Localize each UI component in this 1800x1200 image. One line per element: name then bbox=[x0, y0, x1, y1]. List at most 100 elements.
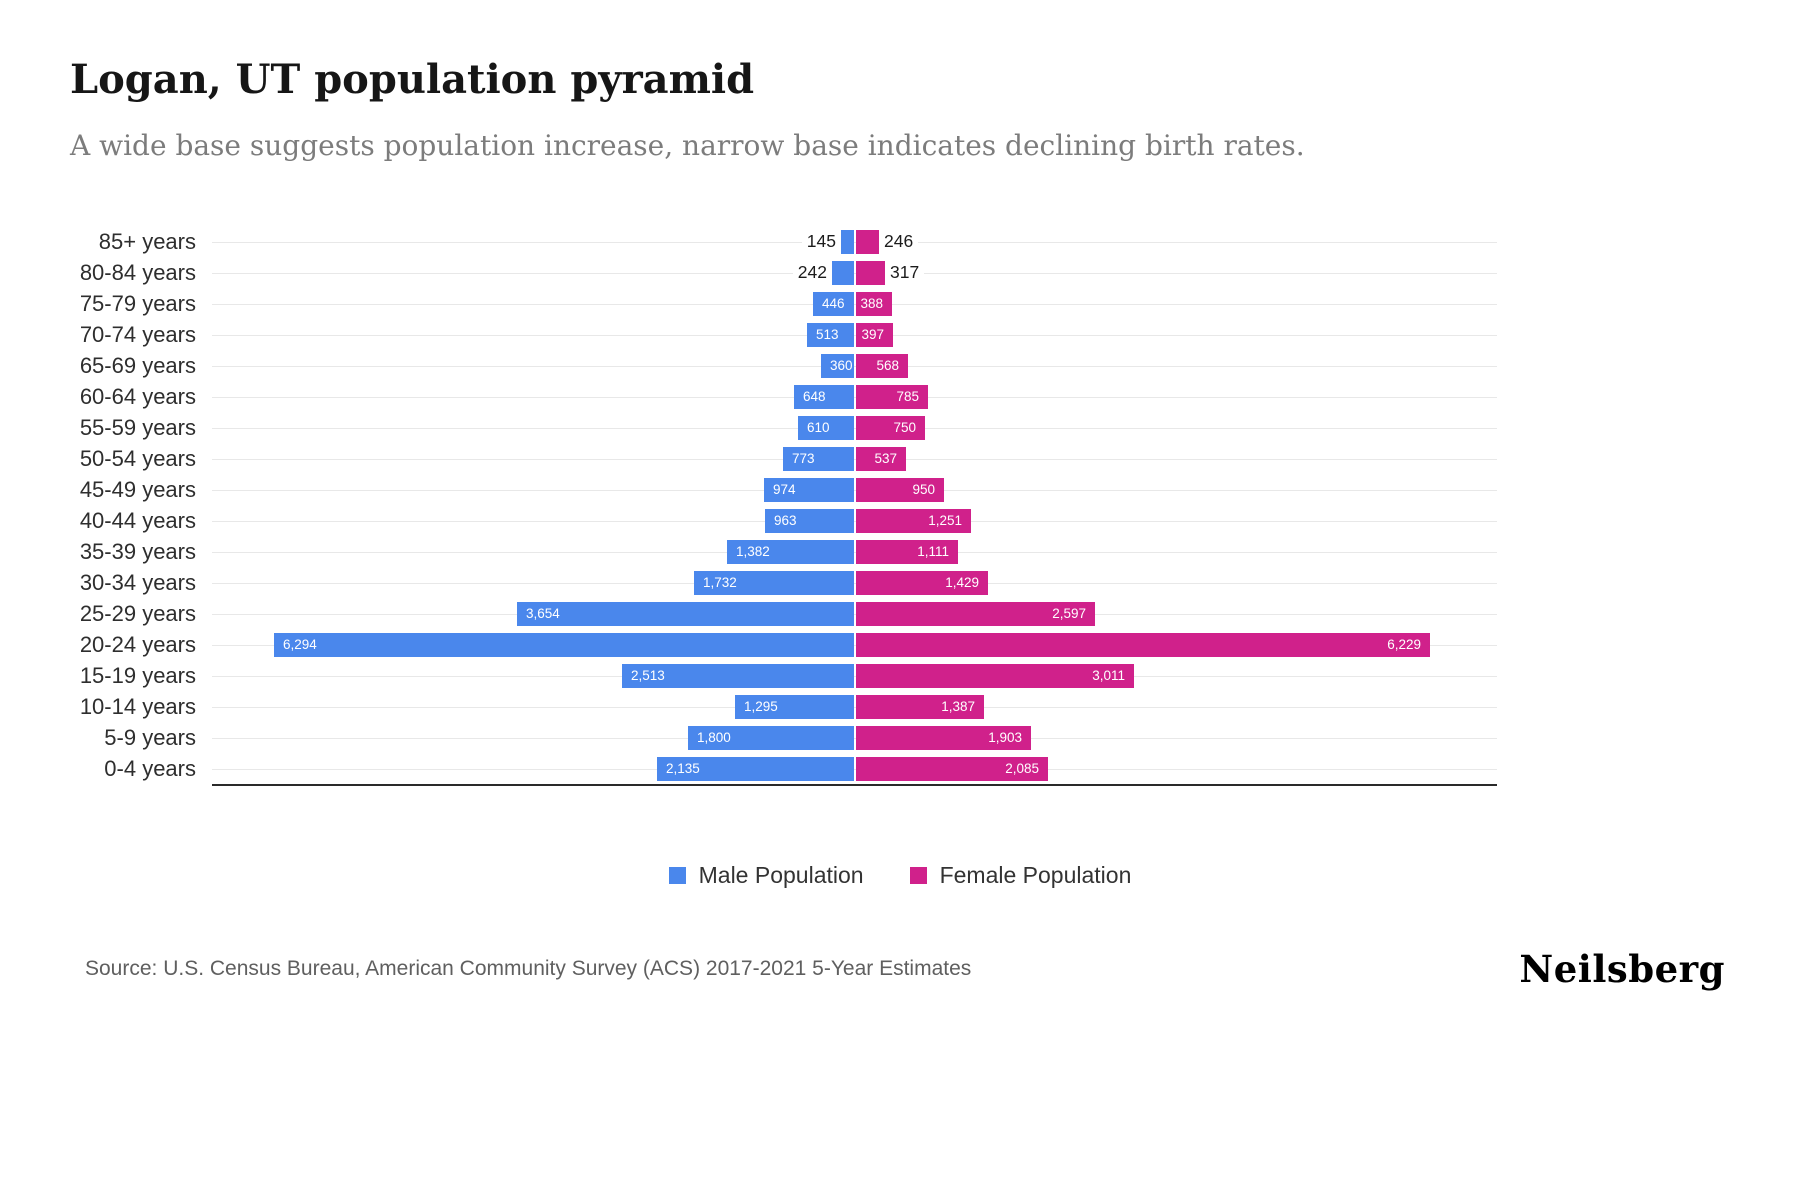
male-half: 1,800 bbox=[212, 722, 855, 753]
gridline bbox=[212, 489, 1497, 491]
female-value-label: 950 bbox=[912, 482, 935, 497]
footer: Source: U.S. Census Bureau, American Com… bbox=[85, 947, 1725, 991]
male-bar: 974 bbox=[764, 477, 854, 502]
pyramid-row: 80-84 years 242 317 bbox=[70, 257, 1497, 288]
female-bar: 537 bbox=[856, 446, 906, 471]
age-group-label: 30-34 years bbox=[79, 569, 196, 595]
male-value-label: 145 bbox=[801, 229, 841, 254]
male-value-label: 610 bbox=[807, 420, 830, 435]
pyramid-row: 10-14 years 1,295 1,387 bbox=[70, 691, 1497, 722]
male-half: 963 bbox=[212, 505, 855, 536]
gridline bbox=[212, 272, 1497, 274]
female-half: 388 bbox=[855, 288, 1497, 319]
plot-row: 1,295 1,387 bbox=[212, 691, 1497, 722]
female-value-label: 1,429 bbox=[945, 575, 979, 590]
male-value-label: 242 bbox=[792, 260, 832, 285]
plot-row: 242 317 bbox=[212, 257, 1497, 288]
age-group-label: 35-39 years bbox=[79, 538, 196, 564]
male-bar: 1,382 bbox=[727, 539, 854, 564]
plot-row: 3,654 2,597 bbox=[212, 598, 1497, 629]
male-bar bbox=[841, 229, 854, 254]
female-value-label: 3,011 bbox=[1092, 668, 1125, 683]
plot-row: 974 950 bbox=[212, 474, 1497, 505]
female-bar: 1,387 bbox=[856, 694, 984, 719]
plot-row: 963 1,251 bbox=[212, 505, 1497, 536]
male-value-label: 648 bbox=[803, 389, 826, 404]
pyramid-row: 20-24 years 6,294 6,229 bbox=[70, 629, 1497, 660]
female-bar: 1,429 bbox=[856, 570, 988, 595]
plot-row: 1,382 1,111 bbox=[212, 536, 1497, 567]
female-value-label: 1,111 bbox=[917, 544, 949, 559]
male-value-label: 963 bbox=[774, 513, 797, 528]
chart-subtitle: A wide base suggests population increase… bbox=[70, 129, 1305, 162]
female-half: 6,229 bbox=[855, 629, 1497, 660]
gridline bbox=[212, 365, 1497, 367]
male-value-label: 2,135 bbox=[666, 761, 700, 776]
pyramid-row: 45-49 years 974 950 bbox=[70, 474, 1497, 505]
age-group-label: 45-49 years bbox=[79, 476, 196, 502]
male-value-label: 446 bbox=[822, 296, 845, 311]
pyramid-row: 40-44 years 963 1,251 bbox=[70, 505, 1497, 536]
age-group-label: 85+ years bbox=[98, 228, 196, 254]
neilsberg-logo: Neilsberg bbox=[1519, 947, 1725, 991]
female-bar: 785 bbox=[856, 384, 928, 409]
gridline bbox=[212, 303, 1497, 305]
population-pyramid-chart: 85+ years 145 246 80-84 years 242 317 75-79 ye… bbox=[70, 226, 1497, 786]
female-bar bbox=[856, 260, 885, 285]
female-bar: 1,111 bbox=[856, 539, 958, 564]
female-value-label: 785 bbox=[896, 389, 919, 404]
female-value-label: 568 bbox=[876, 358, 899, 373]
pyramid-row: 55-59 years 610 750 bbox=[70, 412, 1497, 443]
female-value-label: 750 bbox=[893, 420, 916, 435]
male-half: 974 bbox=[212, 474, 855, 505]
gridline bbox=[212, 520, 1497, 522]
age-group-label: 25-29 years bbox=[79, 600, 196, 626]
female-value-label: 2,085 bbox=[1005, 761, 1039, 776]
plot-row: 360 568 bbox=[212, 350, 1497, 381]
female-value-label: 397 bbox=[861, 327, 884, 342]
pyramid-row: 70-74 years 513 397 bbox=[70, 319, 1497, 350]
female-half: 1,387 bbox=[855, 691, 1497, 722]
male-value-label: 1,295 bbox=[744, 699, 778, 714]
female-legend-label: Female Population bbox=[939, 862, 1132, 888]
male-bar: 513 bbox=[807, 322, 854, 347]
plot-row: 1,732 1,429 bbox=[212, 567, 1497, 598]
female-half: 1,251 bbox=[855, 505, 1497, 536]
gridline bbox=[212, 644, 1497, 646]
pyramid-rows: 85+ years 145 246 80-84 years 242 317 75-79 ye… bbox=[70, 226, 1497, 784]
female-value-label: 246 bbox=[879, 229, 919, 254]
plot-row: 648 785 bbox=[212, 381, 1497, 412]
male-bar bbox=[832, 260, 854, 285]
legend: Male Population Female Population bbox=[0, 862, 1800, 889]
female-value-label: 6,229 bbox=[1387, 637, 1421, 652]
pyramid-row: 50-54 years 773 537 bbox=[70, 443, 1497, 474]
female-half: 397 bbox=[855, 319, 1497, 350]
pyramid-row: 85+ years 145 246 bbox=[70, 226, 1497, 257]
female-half: 2,085 bbox=[855, 753, 1497, 784]
female-half: 568 bbox=[855, 350, 1497, 381]
age-group-label: 65-69 years bbox=[79, 352, 196, 378]
female-bar: 388 bbox=[856, 291, 892, 316]
male-half: 2,135 bbox=[212, 753, 855, 784]
female-bar: 397 bbox=[856, 322, 893, 347]
female-half: 785 bbox=[855, 381, 1497, 412]
gridline bbox=[212, 706, 1497, 708]
female-half: 1,903 bbox=[855, 722, 1497, 753]
age-group-label: 80-84 years bbox=[79, 259, 196, 285]
female-bar: 2,597 bbox=[856, 601, 1095, 626]
female-half: 950 bbox=[855, 474, 1497, 505]
age-group-label: 40-44 years bbox=[79, 507, 196, 533]
female-bar: 2,085 bbox=[856, 756, 1048, 781]
male-value-label: 1,382 bbox=[736, 544, 770, 559]
male-bar: 648 bbox=[794, 384, 854, 409]
age-group-label: 0-4 years bbox=[104, 755, 196, 781]
female-half: 3,011 bbox=[855, 660, 1497, 691]
age-group-label: 60-64 years bbox=[79, 383, 196, 409]
male-half: 6,294 bbox=[212, 629, 855, 660]
female-bar: 1,251 bbox=[856, 508, 971, 533]
female-half: 537 bbox=[855, 443, 1497, 474]
male-bar: 360 bbox=[821, 353, 854, 378]
age-group-label: 70-74 years bbox=[79, 321, 196, 347]
plot-row: 145 246 bbox=[212, 226, 1497, 257]
